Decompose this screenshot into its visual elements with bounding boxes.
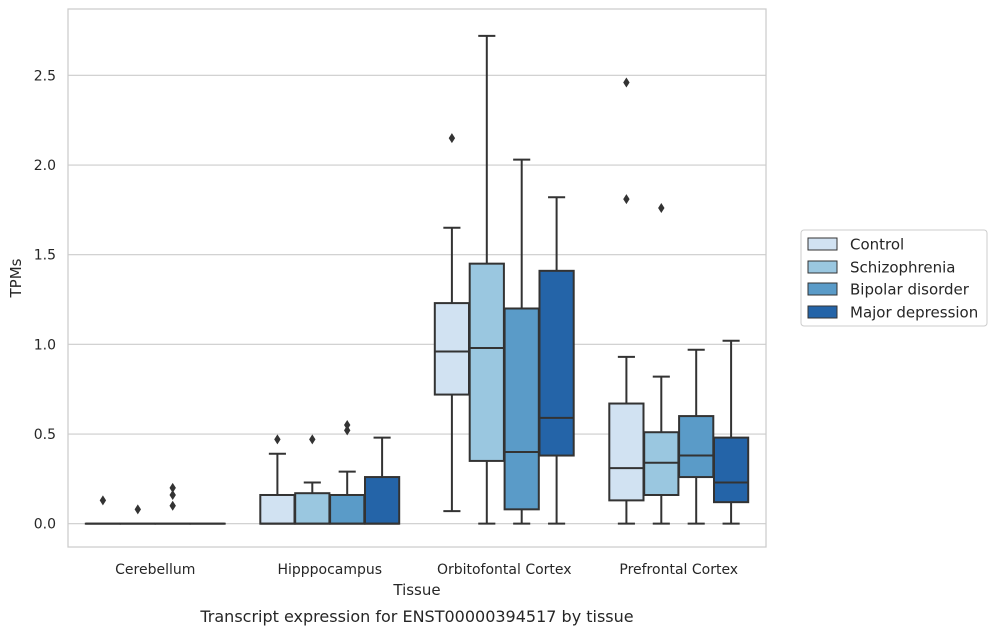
x-axis-ticks: Cerebellum Hipppocampus Orbitofontal Corte…: [115, 562, 738, 578]
outlier-marker: [169, 500, 176, 511]
box-iqr: [468, 262, 505, 462]
legend-label-major-depression: Major depression: [850, 304, 978, 322]
box-iqr: [503, 307, 540, 511]
outlier-marker: [169, 482, 176, 493]
y-axis-ticks: 0.0 0.5 1.0 1.5 2.0 2.5: [34, 68, 56, 532]
box-group: [643, 203, 680, 525]
x-tick-label: Prefrontal Cortex: [619, 562, 738, 578]
box-iqr: [433, 302, 471, 396]
y-axis-title: TPMs: [7, 258, 25, 298]
outlier-marker: [134, 504, 141, 515]
box-iqr: [363, 476, 401, 525]
y-tick-label: 2.5: [34, 68, 56, 84]
legend-label-schizophrenia: Schizophrenia: [850, 259, 955, 277]
y-tick-label: 1.0: [34, 337, 56, 353]
box-iqr: [712, 436, 750, 504]
box-group: [294, 434, 331, 525]
box-group: [329, 420, 366, 525]
legend-swatch-bipolar-disorder: [807, 282, 838, 296]
y-tick-label: 0.0: [34, 517, 56, 533]
y-tick-label: 0.5: [34, 427, 56, 443]
box-group: [503, 158, 540, 525]
x-tick-label: Hipppocampus: [277, 562, 382, 578]
box-iqr: [678, 415, 715, 479]
legend-label-control: Control: [850, 236, 904, 254]
box-group: [154, 482, 191, 525]
box-iqr: [294, 492, 331, 525]
y-tick-label: 2.0: [34, 158, 56, 174]
outlier-marker: [169, 489, 176, 500]
outlier-marker: [99, 495, 107, 506]
chart-caption: Transcript expression for ENST0000039451…: [199, 607, 633, 626]
legend-item-control: Control: [807, 236, 904, 254]
box-iqr: [538, 269, 575, 457]
legend-item-bipolar-disorder: Bipolar disorder: [807, 281, 970, 299]
box-iqr: [608, 402, 645, 502]
box-group: [678, 348, 715, 525]
outlier-marker: [448, 133, 456, 144]
y-tick-label: 1.5: [34, 248, 56, 264]
x-tick-label: Orbitofontal Cortex: [437, 562, 572, 578]
outlier-marker: [344, 425, 351, 436]
legend-item-major-depression: Major depression: [807, 304, 978, 322]
outlier-marker: [309, 434, 316, 445]
legend-swatch-control: [807, 237, 838, 251]
box-group: [538, 196, 575, 525]
legend-swatch-schizophrenia: [807, 260, 838, 274]
box-group: [259, 434, 296, 525]
legend: Control Schizophrenia Bipolar disorder M…: [800, 229, 988, 327]
outlier-marker: [344, 420, 351, 431]
box-iqr: [259, 493, 296, 525]
outlier-marker: [623, 77, 630, 88]
legend-swatch-major-depression: [807, 305, 838, 319]
outlier-marker: [274, 434, 281, 445]
x-axis-title: Tissue: [392, 581, 440, 599]
box-group: [712, 339, 750, 525]
legend-label-bipolar-disorder: Bipolar disorder: [850, 281, 970, 299]
x-tick-label: Cerebellum: [115, 562, 195, 578]
box-iqr: [329, 493, 366, 525]
box-group: [608, 77, 645, 525]
outlier-marker: [623, 194, 630, 205]
box-series: [84, 34, 750, 525]
plot-area-frame: [67, 8, 767, 548]
legend-frame: [800, 229, 988, 327]
legend-item-schizophrenia: Schizophrenia: [807, 259, 955, 277]
outlier-marker: [658, 203, 665, 214]
box-group: [363, 436, 401, 525]
box-group: [468, 34, 505, 525]
box-group: [433, 133, 471, 513]
